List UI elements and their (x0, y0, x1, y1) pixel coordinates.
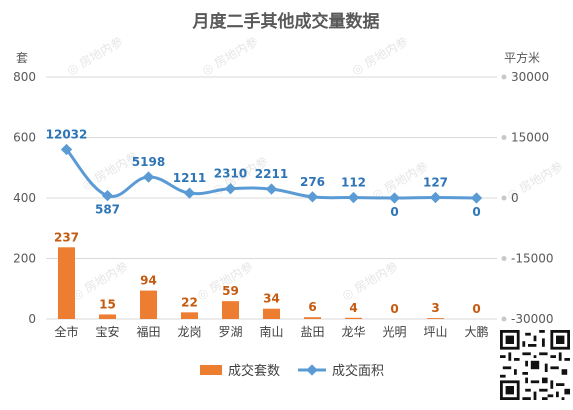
y-left-tick-label: 200 (13, 252, 36, 266)
x-tick-label: 龙岗 (177, 325, 201, 339)
legend-label-line: 成交面积 (332, 363, 384, 379)
bar-0 (58, 247, 75, 319)
line-data-label: 587 (95, 203, 120, 217)
watermark-text: ◎ 房地内参 (349, 33, 410, 77)
line-point-7 (347, 191, 360, 204)
x-tick-label: 南山 (259, 324, 283, 339)
bar-3 (181, 312, 198, 319)
bar-data-label: 0 (472, 302, 480, 316)
bar-data-label: 94 (140, 274, 157, 288)
line-point-5 (265, 183, 278, 195)
y-right-tick-marker (501, 195, 507, 201)
bar-data-label: 34 (263, 292, 280, 306)
line-point-1 (101, 189, 114, 202)
line-data-label: 5198 (132, 155, 165, 169)
bar-5 (263, 308, 280, 319)
watermark-text: ◎ 房地内参 (69, 258, 130, 302)
line-data-label: 276 (300, 175, 325, 189)
bar-data-label: 237 (54, 230, 79, 244)
line-point-2 (142, 171, 155, 183)
legend: 成交套数 成交面积 (200, 363, 384, 379)
legend-label-bar: 成交套数 (228, 363, 280, 379)
y-left-tick-label: 600 (13, 131, 36, 145)
watermark-text: ◎ 房地内参 (64, 33, 125, 77)
line-point-10 (470, 192, 483, 204)
bar-9 (427, 318, 444, 319)
x-tick-label: 宝安 (95, 324, 119, 339)
x-tick-label: 龙华 (341, 325, 365, 339)
qr-code-image (500, 330, 570, 400)
y-left-tick-label: 0 (28, 312, 36, 326)
x-tick-label: 坪山 (423, 325, 447, 339)
bar-4 (222, 301, 239, 319)
y-left-tick-label: 400 (13, 191, 36, 205)
bar-data-label: 4 (349, 301, 357, 315)
x-tick-label: 大鹏 (464, 325, 488, 339)
bar-data-label: 15 (99, 297, 116, 311)
watermark-text: ◎ 房地内参 (199, 33, 260, 77)
watermark-text: ◎ 房地内参 (339, 258, 400, 302)
y-right-tick-marker (501, 256, 507, 261)
x-tick-label: 福田 (136, 324, 160, 339)
chart-title: 月度二手其他成交量数据 (192, 11, 380, 32)
line-series (60, 143, 483, 204)
bar-data-label: 6 (308, 300, 316, 314)
line-point-8 (388, 192, 401, 204)
y-right-tick-marker (501, 316, 507, 322)
line-point-3 (183, 187, 196, 199)
bar-data-label: 0 (390, 302, 398, 316)
bar-data-label: 59 (222, 284, 239, 298)
x-tick-label: 全市 (54, 324, 78, 339)
y-right-tick-marker (501, 74, 507, 80)
line-data-label: 2211 (255, 167, 288, 181)
legend-swatch-bar (200, 365, 222, 375)
line-data-label: 112 (341, 176, 366, 190)
bar-6 (304, 317, 321, 319)
line-data-label: 12032 (46, 127, 88, 141)
x-tick-label: 罗湖 (218, 324, 242, 339)
line-data-label: 0 (390, 205, 398, 219)
gridlines (46, 76, 497, 320)
x-tick-label: 光明 (382, 325, 406, 339)
x-tick-label: 盐田 (300, 325, 324, 339)
y-right-axis-label: 平方米 (504, 50, 540, 65)
line-point-6 (306, 191, 319, 203)
data-labels: 237 15 94 22 59 34 6 4 0 3 0 12032 587 5198 1211 2310 22… (46, 127, 481, 316)
line-data-label: 127 (423, 175, 448, 189)
y-right-tick-marker (501, 135, 507, 140)
bars (58, 247, 444, 319)
line-data-label: 1211 (173, 171, 206, 185)
bar-7 (345, 317, 362, 319)
y-right-tick-label: 15000 (511, 131, 549, 145)
y-left-tick-label: 800 (13, 70, 36, 84)
y-right-tick-label: -30000 (511, 312, 554, 326)
line-data-label: 0 (472, 205, 480, 219)
y-right-tick-label: 30000 (511, 70, 549, 84)
bar-2 (140, 290, 157, 319)
y-left-axis-label: 套 (16, 51, 28, 65)
line-point-9 (429, 191, 442, 204)
bar-data-label: 22 (181, 295, 198, 309)
bar-data-label: 3 (431, 301, 439, 315)
watermark-text: ◎ 房地内参 (369, 158, 430, 202)
line-point-4 (224, 183, 237, 195)
y-right-tick-label: 0 (511, 191, 519, 205)
y-right-tick-label: -15000 (511, 252, 554, 266)
legend-swatch-marker (306, 364, 318, 376)
line-data-label: 2310 (214, 167, 247, 181)
bar-1 (99, 314, 116, 319)
